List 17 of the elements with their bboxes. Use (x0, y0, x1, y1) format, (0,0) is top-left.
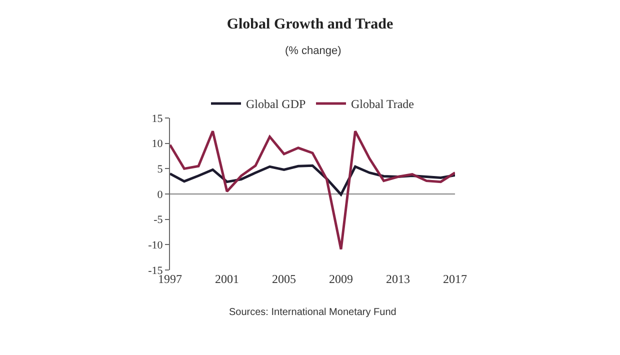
y-tick-label: 10 (152, 138, 164, 150)
y-tick-label: -10 (148, 240, 164, 252)
source-note: Sources: International Monetary Fund (229, 307, 396, 318)
x-tick-label: 2009 (329, 272, 353, 286)
y-tick-label: -5 (154, 214, 164, 226)
legend-label: Global GDP (246, 97, 306, 112)
chart-subtitle: (% change) (285, 45, 342, 57)
x-tick-label: 2001 (215, 272, 239, 286)
x-tick-label: 2005 (272, 272, 296, 286)
y-tick-label: 15 (152, 112, 164, 125)
line-series (170, 130, 455, 250)
x-tick-label: 2017 (443, 272, 467, 286)
y-tick-label: 5 (157, 164, 164, 176)
x-tick-label: 2013 (386, 272, 410, 286)
chart-title: Global Growth and Trade (226, 16, 394, 32)
y-tick-label: 0 (157, 188, 164, 201)
legend-label: Global Trade (350, 97, 414, 112)
